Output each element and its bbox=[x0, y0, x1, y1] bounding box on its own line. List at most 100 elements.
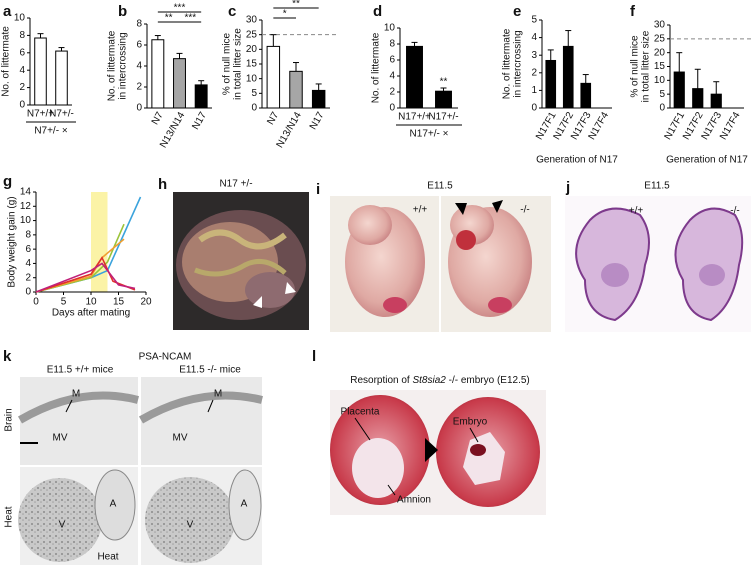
y-tick-label: 10 bbox=[14, 13, 26, 24]
significance: * bbox=[283, 9, 287, 20]
significance: *** bbox=[184, 13, 196, 24]
panel-title: N17 +/- bbox=[219, 179, 252, 190]
photo-h: N17 +/- h bbox=[158, 176, 309, 330]
y-tick-label: 0 bbox=[531, 103, 537, 114]
y-tick-label: 6 bbox=[19, 47, 25, 58]
y-tick-label: 8 bbox=[136, 19, 142, 30]
y-tick-label: 0 bbox=[25, 287, 31, 298]
y-tick-label: 5 bbox=[531, 15, 537, 26]
genotype-label: -/- bbox=[730, 206, 739, 217]
bar bbox=[194, 84, 208, 109]
bar bbox=[710, 93, 722, 109]
y-tick-label: 2 bbox=[19, 82, 25, 93]
line bbox=[35, 256, 136, 293]
y-tick-label: 4 bbox=[531, 32, 537, 43]
significance: ** bbox=[165, 13, 173, 24]
panel-letter: g bbox=[3, 173, 12, 190]
y-tick-label: 20 bbox=[246, 44, 258, 55]
x-tick-label: N7+/+ bbox=[27, 109, 54, 120]
annotation: MV bbox=[53, 433, 68, 444]
line bbox=[35, 223, 125, 293]
genotype-label: -/- bbox=[520, 205, 529, 216]
y-axis-label: in total litter size bbox=[641, 30, 652, 102]
y-tick-label: 0 bbox=[389, 103, 395, 114]
annotation: Heat bbox=[97, 552, 118, 563]
y-tick-label: 8 bbox=[389, 39, 395, 50]
panel-title: E11.5 bbox=[644, 181, 670, 192]
y-tick-label: 12 bbox=[20, 201, 32, 212]
panel-letter: f bbox=[630, 3, 636, 20]
column-label: E11.5 -/- mice bbox=[179, 365, 241, 376]
arrowhead bbox=[285, 282, 296, 294]
y-tick-label: 4 bbox=[389, 71, 395, 82]
y-tick-label: 6 bbox=[389, 55, 395, 66]
bar bbox=[173, 58, 186, 109]
y-tick-label: 4 bbox=[25, 258, 31, 269]
y-tick-label: 2 bbox=[136, 82, 142, 93]
annotation: V bbox=[187, 520, 194, 531]
x-tick-label: N17 bbox=[190, 110, 209, 132]
y-axis-label: Body weight gain (g) bbox=[7, 196, 18, 287]
caption-text: Resorption of bbox=[350, 375, 412, 386]
photo-l: Resorption of St8sia2 -/- embryo (E12.5)… bbox=[312, 348, 546, 515]
bar bbox=[580, 82, 592, 109]
annotation: M bbox=[214, 389, 222, 400]
x-tick-label: 15 bbox=[113, 297, 125, 308]
y-tick-label: 25 bbox=[654, 33, 666, 44]
bar bbox=[562, 45, 574, 109]
y-tick-label: 6 bbox=[25, 244, 31, 255]
bar bbox=[406, 45, 423, 109]
panel-title: E11.5 bbox=[427, 181, 453, 192]
x-tick-label: N17+/- bbox=[428, 112, 458, 123]
caption: Resorption of St8sia2 -/- embryo (E12.5) bbox=[350, 375, 530, 386]
panel-letter: k bbox=[3, 348, 12, 365]
annotation: Amnion bbox=[397, 495, 431, 506]
group-label: N7+/- × bbox=[34, 126, 68, 137]
caption-text: -/- embryo (E12.5) bbox=[446, 375, 530, 386]
panel-letter: a bbox=[3, 3, 12, 20]
y-tick-label: 3 bbox=[531, 50, 537, 61]
y-axis-label: in intercrossing bbox=[513, 30, 524, 97]
y-axis-label: in total litter size bbox=[233, 28, 244, 100]
y-tick-label: 2 bbox=[25, 272, 31, 283]
annotation: Embryo bbox=[453, 417, 488, 428]
panel-letter: d bbox=[373, 3, 382, 20]
y-tick-label: 25 bbox=[246, 29, 258, 40]
y-tick-label: 10 bbox=[246, 73, 258, 84]
bar bbox=[545, 59, 557, 109]
panel-letter: l bbox=[312, 348, 316, 365]
x-axis-label: Generation of N17 bbox=[666, 155, 748, 166]
y-tick-label: 15 bbox=[654, 61, 666, 72]
y-axis-label: No. of littermate bbox=[502, 28, 513, 99]
y-tick-label: 10 bbox=[20, 215, 32, 226]
y-tick-label: 2 bbox=[531, 67, 537, 78]
significance: *** bbox=[174, 3, 186, 14]
x-tick-label: N17+/+ bbox=[398, 112, 431, 123]
y-tick-label: 6 bbox=[136, 40, 142, 51]
annotation: A bbox=[110, 499, 117, 510]
annotation: A bbox=[241, 499, 248, 510]
photo-j: E11.5 +/+ -/- j bbox=[565, 179, 751, 332]
significance: ** bbox=[440, 77, 448, 88]
x-tick-label: N7+/- bbox=[49, 109, 74, 120]
x-tick-label: 20 bbox=[140, 297, 152, 308]
x-tick-label: N17 bbox=[308, 110, 327, 132]
photo-k: PSA-NCAM E11.5 +/+ mice E11.5 -/- mice B… bbox=[3, 348, 263, 565]
bar bbox=[266, 45, 281, 109]
annotation: Placenta bbox=[341, 407, 380, 418]
panel-letter: c bbox=[228, 3, 236, 20]
arrowhead bbox=[492, 200, 503, 213]
y-tick-label: 2 bbox=[389, 87, 395, 98]
bar bbox=[311, 89, 326, 109]
row-label: Heat bbox=[4, 506, 15, 527]
y-tick-label: 14 bbox=[20, 187, 32, 198]
line bbox=[35, 238, 125, 293]
genotype-label: +/+ bbox=[413, 205, 428, 216]
column-label: E11.5 +/+ mice bbox=[47, 365, 114, 376]
bar bbox=[151, 39, 165, 109]
y-tick-label: 5 bbox=[659, 89, 665, 100]
bar bbox=[55, 50, 68, 106]
y-tick-label: 0 bbox=[659, 103, 665, 114]
y-tick-label: 4 bbox=[136, 61, 142, 72]
y-tick-label: 1 bbox=[531, 85, 537, 96]
